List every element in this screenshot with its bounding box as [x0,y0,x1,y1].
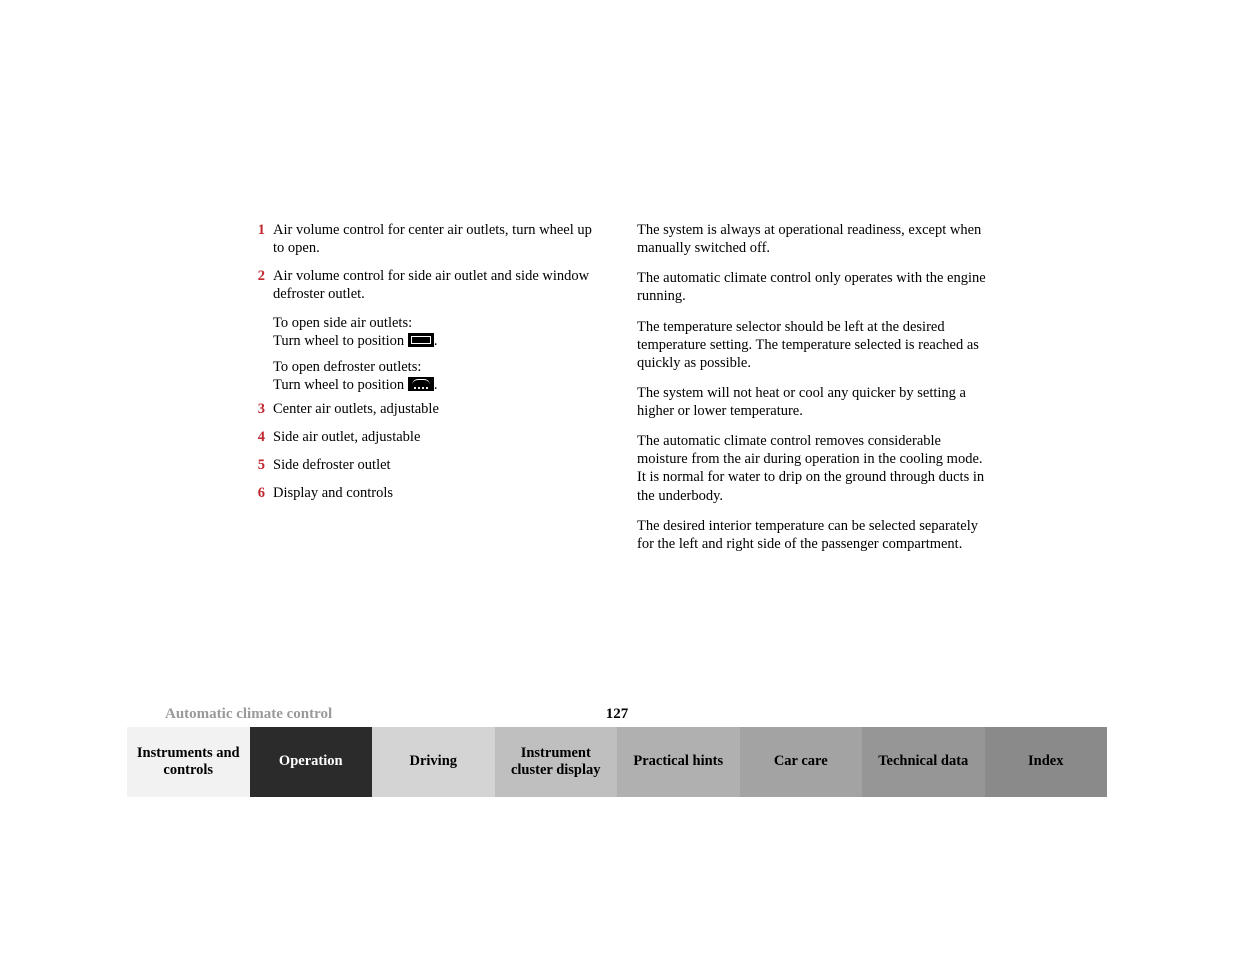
list-item: 2Air volume control for side air outlet … [245,267,597,303]
tab-label: Car care [774,753,828,770]
item-number: 5 [245,456,265,474]
paragraph: The automatic climate control removes co… [637,432,989,505]
page-number: 127 [606,706,629,723]
tab-label: Driving [409,753,457,770]
defrost-icon [408,377,434,391]
sub-line: To open defroster outlets: [273,358,597,376]
item-text: Side defroster outlet [273,456,597,474]
sub-text: . [434,333,438,349]
tab-label: Index [1028,753,1063,770]
sub-text: . [434,377,438,393]
list-item: 3 Center air outlets, adjustable [245,400,597,418]
left-column: 1Air volume control for center air outle… [245,221,597,565]
sub-text: Turn wheel to position [273,377,408,393]
paragraph: The system will not heat or cool any qui… [637,384,989,420]
sub-line: To open side air outlets: [273,314,597,332]
item-text: Air volume control for center air outlet… [273,221,597,257]
sub-line: Turn wheel to position . [273,332,597,350]
item-body: Center air outlets, adjustable [273,400,597,418]
tab-label: Instrument cluster display [501,745,612,780]
nav-tab[interactable]: Practical hints [617,727,740,797]
nav-tab[interactable]: Technical data [862,727,985,797]
paragraph: The desired interior temperature can be … [637,517,989,553]
nav-tab[interactable]: Driving [372,727,495,797]
item-text: Air volume control for side air outlet a… [273,267,597,303]
manual-page: 1Air volume control for center air outle… [127,0,1107,797]
item-text: Display and controls [273,484,597,502]
sub-line: Turn wheel to position . [273,376,597,394]
item-number: 2 [245,267,265,303]
sub-text: Turn wheel to position [273,333,408,349]
paragraph: The temperature selector should be left … [637,318,989,372]
list-item: 6 Display and controls [245,484,597,502]
tab-label: Technical data [878,753,968,770]
item-body: Display and controls [273,484,597,502]
item-number: 3 [245,400,265,418]
nav-tab[interactable]: Car care [740,727,863,797]
item-text: Center air outlets, adjustable [273,400,597,418]
content-columns: 1Air volume control for center air outle… [245,221,989,565]
section-title: Automatic climate control [165,706,332,723]
numbered-list: 1Air volume control for center air outle… [245,221,597,503]
nav-tab[interactable]: Operation [250,727,373,797]
item-number: 1 [245,221,265,257]
right-column: The system is always at operational read… [637,221,989,565]
item-number: 6 [245,484,265,502]
tab-label: Instruments and controls [133,745,244,780]
paragraph: The automatic climate control only opera… [637,269,989,305]
nav-tab[interactable]: Index [985,727,1108,797]
vent-open-icon [408,333,434,347]
footer-row: Automatic climate control 127 [165,706,1069,723]
item-text: Side air outlet, adjustable [273,428,597,446]
paragraph: The system is always at operational read… [637,221,989,257]
nav-tab[interactable]: Instruments and controls [127,727,250,797]
tab-label: Practical hints [633,753,723,770]
nav-tabs: Instruments and controls Operation Driving… [127,727,1107,797]
item-number: 4 [245,428,265,446]
item-body: Air volume control for side air outlet a… [273,267,597,303]
tab-label: Operation [279,753,343,770]
list-item: 4 Side air outlet, adjustable [245,428,597,446]
list-item: 1Air volume control for center air outle… [245,221,597,257]
sub-instruction: To open side air outlets:Turn wheel to p… [273,314,597,350]
nav-tab[interactable]: Instrument cluster display [495,727,618,797]
item-body: Side air outlet, adjustable [273,428,597,446]
item-body: Air volume control for center air outlet… [273,221,597,257]
item-body: Side defroster outlet [273,456,597,474]
sub-instruction: To open defroster outlets:Turn wheel to … [273,358,597,394]
list-item: 5 Side defroster outlet [245,456,597,474]
